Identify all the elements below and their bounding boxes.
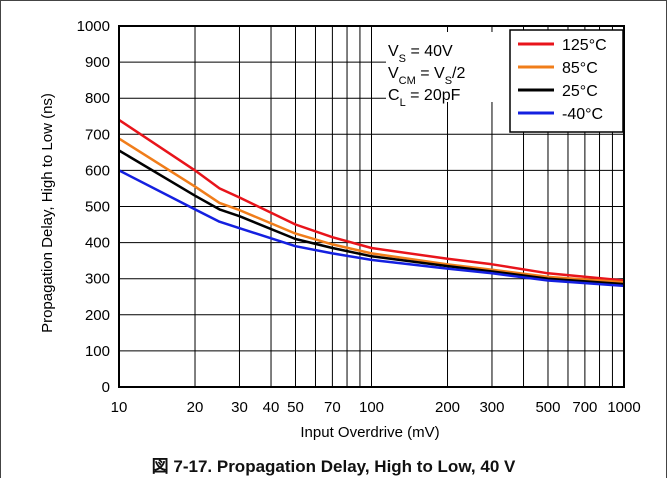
- tick-labels: 10 20 30 40 50 70 100 200 300 500 700 1000 0 100 200 30…: [77, 18, 641, 416]
- y-axis-label: Propagation Delay, High to Low (ns): [39, 93, 56, 333]
- y-tick-label: 0: [102, 379, 110, 396]
- legend-label: -40°C: [562, 106, 603, 123]
- x-tick-label: 700: [572, 399, 597, 416]
- y-tick-label: 1000: [77, 18, 110, 35]
- x-tick-label: 50: [287, 399, 304, 416]
- series-line-85c: [118, 137, 625, 284]
- series-line-125c: [118, 118, 625, 282]
- legend-items: 125°C 85°C 25°C -40°C: [518, 37, 607, 123]
- legend-label: 125°C: [562, 37, 607, 54]
- conditions-box: [386, 32, 510, 102]
- y-tick-label: 900: [85, 54, 110, 71]
- series-line--40c: [118, 169, 625, 288]
- x-axis-label: Input Overdrive (mV): [300, 424, 439, 441]
- x-tick-label: 1000: [607, 399, 640, 416]
- legend-label: 25°C: [562, 83, 598, 100]
- condition-vs: VS = 40V: [388, 43, 453, 65]
- x-tick-label: 10: [111, 399, 128, 416]
- x-tick-label: 200: [435, 399, 460, 416]
- x-tick-label: 500: [535, 399, 560, 416]
- test-conditions: VS = 40V VCM = VS/2 CL = 20pF: [386, 32, 510, 109]
- x-tick-label: 30: [231, 399, 248, 416]
- x-tick-label: 300: [479, 399, 504, 416]
- legend-box: [509, 29, 624, 133]
- x-tick-label: 100: [359, 399, 384, 416]
- y-tick-label: 400: [85, 235, 110, 252]
- series-lines: [118, 118, 625, 288]
- legend: 125°C 85°C 25°C -40°C: [509, 29, 624, 133]
- x-tick-label: 40: [263, 399, 280, 416]
- condition-vcm: VCM = VS/2: [388, 65, 465, 87]
- y-tick-label: 800: [85, 90, 110, 107]
- condition-cl: CL = 20pF: [388, 87, 461, 109]
- y-tick-label: 200: [85, 307, 110, 324]
- y-tick-label: 700: [85, 126, 110, 143]
- y-tick-label: 100: [85, 343, 110, 360]
- y-tick-label: 300: [85, 271, 110, 288]
- legend-label: 85°C: [562, 60, 598, 77]
- figure-caption: 図 7-17. Propagation Delay, High to Low, …: [151, 457, 516, 476]
- series-line-25c: [118, 149, 625, 286]
- y-tick-label: 600: [85, 162, 110, 179]
- y-tick-label: 500: [85, 199, 110, 216]
- x-tick-label: 70: [324, 399, 341, 416]
- plot-border: [118, 25, 625, 388]
- x-tick-label: 20: [187, 399, 204, 416]
